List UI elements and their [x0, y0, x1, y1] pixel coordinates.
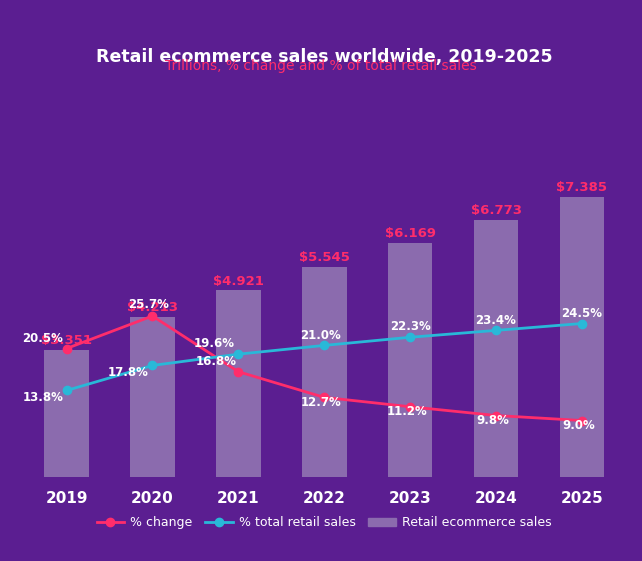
Bar — [302, 266, 347, 477]
Text: 21.0%: 21.0% — [300, 329, 341, 342]
Text: 23.4%: 23.4% — [476, 314, 516, 327]
Text: 13.8%: 13.8% — [23, 391, 64, 404]
Legend: % change, % total retail sales, Retail ecommerce sales: % change, % total retail sales, Retail e… — [92, 511, 557, 534]
Bar — [130, 317, 175, 477]
Text: 19.6%: 19.6% — [194, 337, 235, 351]
Text: 25.7%: 25.7% — [128, 298, 169, 311]
Text: Trillions, % change and % of total retail sales: Trillions, % change and % of total retai… — [165, 59, 477, 73]
Text: 9.8%: 9.8% — [476, 414, 509, 427]
Text: $5.545: $5.545 — [299, 251, 350, 264]
Text: 16.8%: 16.8% — [195, 355, 236, 368]
Text: 9.0%: 9.0% — [562, 419, 595, 432]
Bar — [560, 197, 604, 477]
Text: 17.8%: 17.8% — [108, 366, 149, 379]
Text: 12.7%: 12.7% — [300, 396, 341, 409]
Bar — [44, 350, 89, 477]
Text: $3.351: $3.351 — [41, 334, 92, 347]
Title: Retail ecommerce sales worldwide, 2019-2025: Retail ecommerce sales worldwide, 2019-2… — [96, 48, 553, 66]
Text: 22.3%: 22.3% — [390, 320, 431, 333]
Text: 24.5%: 24.5% — [561, 307, 602, 320]
Text: $6.169: $6.169 — [385, 227, 436, 240]
Bar — [216, 290, 261, 477]
Text: 20.5%: 20.5% — [22, 332, 63, 345]
Text: $4.921: $4.921 — [213, 274, 264, 288]
Bar — [388, 243, 433, 477]
Text: 11.2%: 11.2% — [386, 405, 427, 418]
Text: $7.385: $7.385 — [557, 181, 607, 194]
Text: $4.213: $4.213 — [127, 301, 178, 314]
Bar — [474, 220, 518, 477]
Text: $6.773: $6.773 — [471, 204, 521, 217]
